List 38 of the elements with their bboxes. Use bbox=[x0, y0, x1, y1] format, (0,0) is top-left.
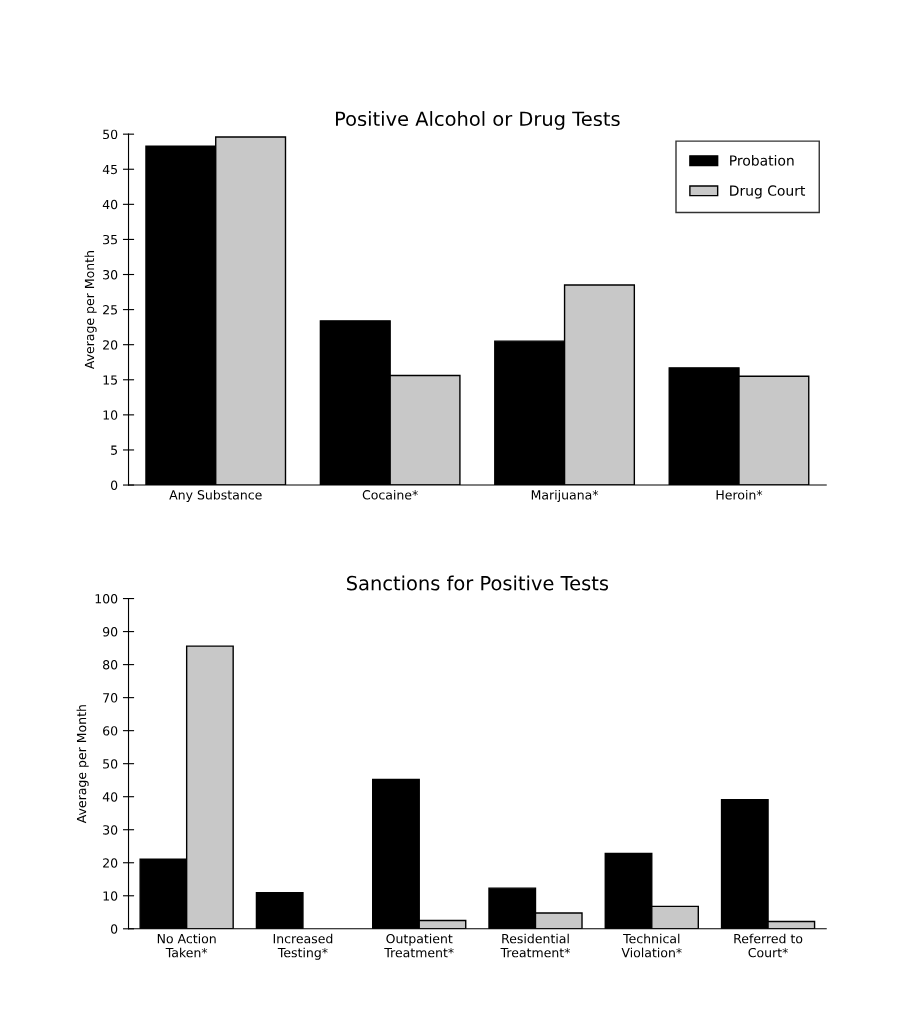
x-tick-label: Marijuana* bbox=[531, 489, 599, 502]
y-tick-label: 5 bbox=[111, 445, 118, 455]
y-tick-label: 30 bbox=[103, 269, 118, 280]
chart-title: Sanctions for Positive Tests bbox=[347, 575, 609, 591]
y-tick-label: 25 bbox=[103, 305, 118, 315]
x-tick-label: Heroin* bbox=[716, 489, 763, 500]
y-tick-label: 100 bbox=[95, 594, 118, 604]
y-tick-label: 70 bbox=[103, 693, 118, 703]
x-tick-label: Outpatient Treatment* bbox=[384, 933, 454, 958]
y-tick-label: 20 bbox=[103, 858, 118, 868]
y-axis-title: Average per Month bbox=[76, 705, 89, 824]
x-tick-label: Increased Testing* bbox=[273, 933, 333, 960]
legend-label: Probation bbox=[730, 154, 794, 166]
y-tick-label: 50 bbox=[103, 759, 118, 769]
y-tick-label: 15 bbox=[103, 375, 118, 385]
y-tick-label: 45 bbox=[102, 164, 118, 175]
chart-title: Positive Alcohol or Drug Tests bbox=[336, 111, 620, 130]
y-tick-label: 40 bbox=[102, 792, 118, 802]
y-tick-label: 60 bbox=[103, 726, 118, 736]
y-tick-label: 40 bbox=[102, 199, 118, 210]
x-tick-label: No Action Taken* bbox=[157, 933, 216, 958]
x-tick-label: Residential Treatment* bbox=[500, 933, 571, 958]
y-tick-label: 20 bbox=[103, 340, 118, 350]
y-tick-label: 0 bbox=[110, 480, 118, 490]
y-tick-label: 10 bbox=[103, 891, 118, 901]
y-tick-label: 35 bbox=[103, 234, 118, 245]
y-tick-label: 30 bbox=[103, 825, 118, 835]
x-tick-label: Cocaine* bbox=[362, 489, 418, 500]
y-tick-label: 50 bbox=[103, 129, 118, 140]
x-tick-label: Any Substance bbox=[169, 489, 262, 502]
y-tick-label: 10 bbox=[103, 410, 118, 420]
x-tick-label: Technical Violation* bbox=[621, 933, 682, 958]
y-tick-label: 0 bbox=[110, 924, 118, 934]
y-tick-label: 80 bbox=[103, 660, 118, 670]
x-tick-label: Referred to Court* bbox=[734, 933, 803, 958]
y-axis-title: Average per Month bbox=[84, 251, 97, 370]
legend-label: Drug Court bbox=[730, 185, 806, 199]
y-tick-label: 90 bbox=[102, 627, 118, 637]
